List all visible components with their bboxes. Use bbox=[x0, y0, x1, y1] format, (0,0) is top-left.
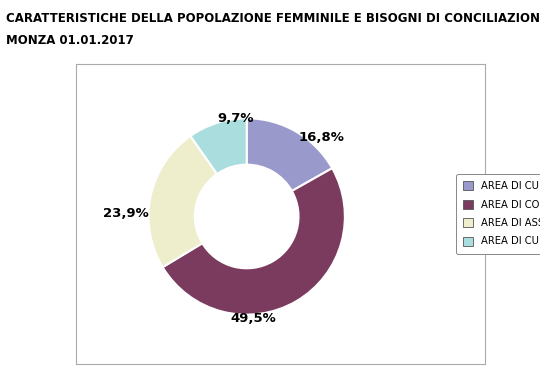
Bar bbox=[200, 27, 540, 60]
Text: 16,8%: 16,8% bbox=[299, 131, 345, 144]
Text: 23,9%: 23,9% bbox=[103, 207, 148, 220]
Wedge shape bbox=[191, 118, 247, 174]
Text: 49,5%: 49,5% bbox=[231, 312, 276, 325]
Legend: AREA DI CURA, INFANZIA, AREA DI CONCILIAZIONE, AREA DI ASSISTENZA, AREA DI CURA : AREA DI CURA, INFANZIA, AREA DI CONCILIA… bbox=[456, 174, 540, 254]
Wedge shape bbox=[247, 118, 332, 191]
Wedge shape bbox=[163, 168, 345, 315]
Wedge shape bbox=[148, 136, 217, 267]
Text: MONZA 01.01.2017: MONZA 01.01.2017 bbox=[6, 34, 134, 47]
Text: CARATTERISTICHE DELLA POPOLAZIONE FEMMINILE E BISOGNI DI CONCILIAZIONE: CARATTERISTICHE DELLA POPOLAZIONE FEMMIN… bbox=[6, 12, 540, 25]
Text: 9,7%: 9,7% bbox=[218, 112, 254, 125]
